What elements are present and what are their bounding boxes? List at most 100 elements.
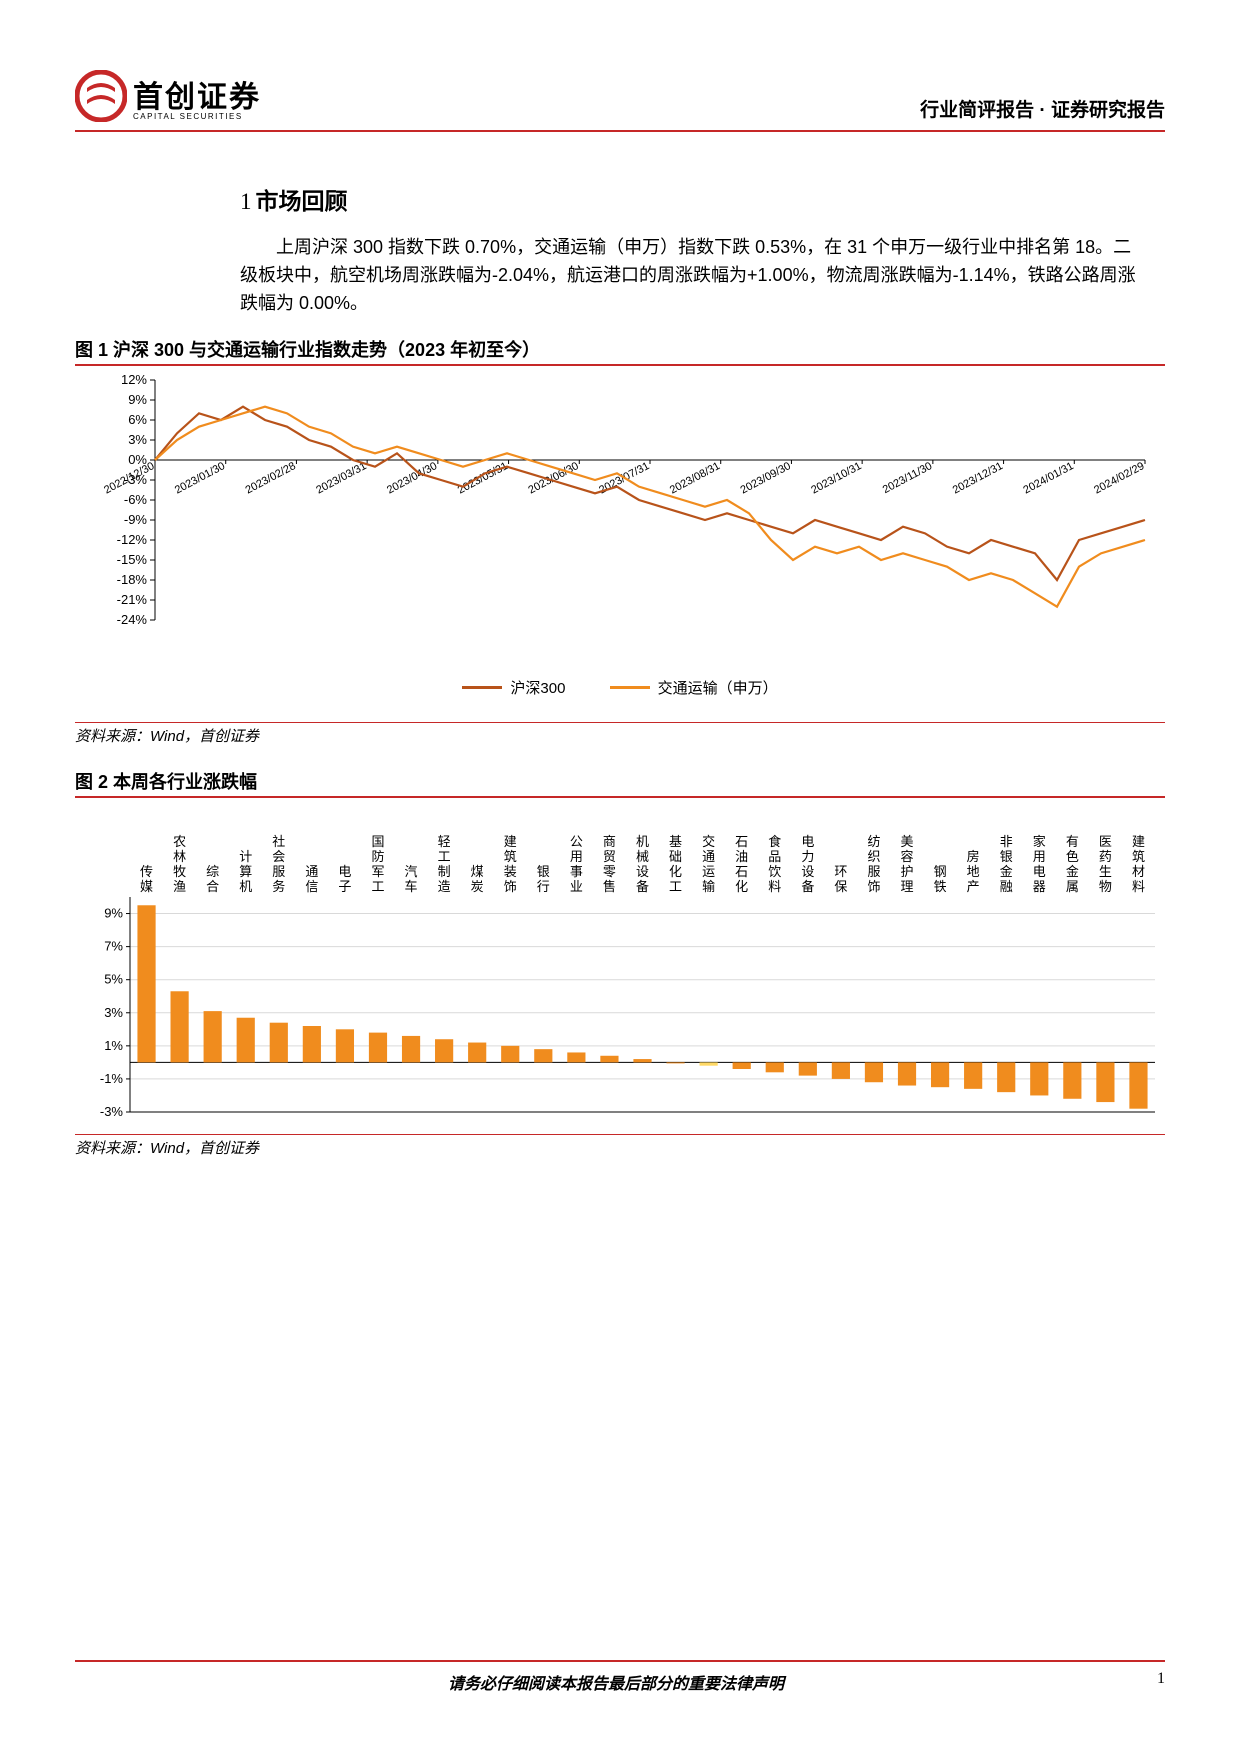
svg-text:2023/09/30: 2023/09/30 — [739, 460, 793, 496]
svg-text:钢: 钢 — [934, 864, 947, 879]
svg-text:非: 非 — [1000, 834, 1013, 849]
svg-text:备: 备 — [801, 879, 814, 894]
svg-text:建: 建 — [1132, 834, 1145, 849]
svg-text:12%: 12% — [121, 372, 147, 387]
svg-text:通: 通 — [305, 864, 318, 879]
svg-text:行: 行 — [537, 879, 550, 894]
fig1-legend-2: 交通运输（申万） — [658, 677, 778, 698]
svg-text:饮: 饮 — [768, 864, 781, 879]
svg-text:器: 器 — [1033, 879, 1046, 894]
svg-text:筑: 筑 — [1132, 849, 1145, 864]
svg-text:医: 医 — [1099, 834, 1112, 849]
svg-text:2023/12/31: 2023/12/31 — [951, 460, 1005, 496]
svg-text:物: 物 — [1099, 879, 1112, 894]
section-title: 1市场回顾 — [240, 182, 1165, 216]
svg-text:6%: 6% — [128, 412, 147, 427]
svg-text:-15%: -15% — [117, 552, 148, 567]
svg-text:车: 车 — [405, 879, 418, 894]
svg-text:基: 基 — [669, 834, 682, 849]
svg-text:务: 务 — [272, 879, 285, 894]
svg-text:农: 农 — [173, 834, 186, 849]
svg-text:油: 油 — [735, 849, 748, 864]
svg-text:1%: 1% — [104, 1038, 123, 1053]
svg-text:2023/02/28: 2023/02/28 — [244, 460, 298, 496]
svg-text:金: 金 — [1066, 864, 1079, 879]
svg-text:渔: 渔 — [173, 879, 186, 894]
svg-text:设: 设 — [636, 864, 649, 879]
svg-text:零: 零 — [603, 864, 616, 879]
svg-text:化: 化 — [669, 864, 682, 879]
svg-text:事: 事 — [570, 864, 583, 879]
svg-text:2023/08/31: 2023/08/31 — [668, 460, 722, 496]
svg-text:有: 有 — [1066, 834, 1079, 849]
svg-text:铁: 铁 — [934, 879, 947, 894]
svg-text:媒: 媒 — [140, 879, 153, 894]
footer-disclaimer: 请务必仔细阅读本报告最后部分的重要法律声明 — [448, 1670, 784, 1694]
svg-text:织: 织 — [867, 849, 880, 864]
svg-text:银: 银 — [1000, 849, 1013, 864]
svg-text:银: 银 — [537, 864, 550, 879]
fig1-chart: 12%9%6%3%0%-3%-6%-9%-12%-15%-18%-21%-24%… — [75, 370, 1165, 720]
svg-text:合: 合 — [206, 879, 219, 894]
svg-text:国: 国 — [371, 834, 384, 849]
svg-text:9%: 9% — [128, 392, 147, 407]
section-title-text: 市场回顾 — [256, 188, 348, 214]
svg-text:商: 商 — [603, 834, 616, 849]
svg-text:2023/10/31: 2023/10/31 — [809, 460, 863, 496]
svg-text:料: 料 — [1132, 879, 1145, 894]
svg-text:地: 地 — [967, 864, 980, 879]
svg-text:品: 品 — [768, 849, 781, 864]
svg-text:建: 建 — [504, 834, 517, 849]
svg-text:会: 会 — [272, 849, 285, 864]
fig2-bottom-rule — [75, 1134, 1165, 1135]
svg-text:2023/04/30: 2023/04/30 — [385, 460, 439, 496]
svg-text:筑: 筑 — [504, 849, 517, 864]
svg-text:炭: 炭 — [471, 879, 484, 894]
fig1-legend-1: 沪深300 — [510, 677, 565, 698]
svg-text:力: 力 — [801, 849, 814, 864]
svg-text:服: 服 — [272, 864, 285, 879]
svg-text:材: 材 — [1132, 864, 1145, 879]
svg-text:运: 运 — [702, 864, 715, 879]
svg-text:信: 信 — [305, 879, 318, 894]
svg-text:食: 食 — [768, 834, 781, 849]
svg-text:用: 用 — [1033, 849, 1046, 864]
svg-text:机: 机 — [636, 834, 649, 849]
svg-text:饰: 饰 — [867, 879, 880, 894]
svg-text:环: 环 — [834, 864, 847, 879]
logo-text-cn: 首创证券 — [133, 72, 261, 116]
svg-text:公: 公 — [570, 834, 583, 849]
svg-text:-3%: -3% — [100, 1104, 124, 1119]
svg-text:计: 计 — [239, 849, 252, 864]
fig2-chart: 9%7%5%3%1%-1%-3%传媒农林牧渔综合计算机社会服务通信电子国防军工汽… — [75, 802, 1165, 1132]
svg-text:药: 药 — [1099, 849, 1112, 864]
svg-text:通: 通 — [702, 849, 715, 864]
svg-text:7%: 7% — [104, 938, 123, 953]
logo-icon — [75, 70, 127, 122]
svg-text:牧: 牧 — [173, 864, 186, 879]
svg-text:石: 石 — [735, 834, 748, 849]
footer-page-number: 1 — [1157, 1670, 1165, 1694]
svg-text:防: 防 — [371, 849, 384, 864]
svg-text:制: 制 — [438, 864, 451, 879]
svg-text:算: 算 — [239, 864, 252, 879]
svg-text:备: 备 — [636, 879, 649, 894]
svg-text:业: 业 — [570, 879, 583, 894]
svg-text:电: 电 — [1033, 864, 1046, 879]
svg-text:林: 林 — [173, 849, 186, 864]
svg-text:机: 机 — [239, 879, 252, 894]
svg-text:输: 输 — [702, 879, 715, 894]
svg-text:3%: 3% — [104, 1004, 123, 1019]
svg-text:用: 用 — [570, 849, 583, 864]
svg-text:社: 社 — [272, 834, 285, 849]
svg-text:2023/01/30: 2023/01/30 — [173, 460, 227, 496]
svg-text:产: 产 — [967, 879, 980, 894]
svg-text:服: 服 — [867, 864, 880, 879]
svg-text:械: 械 — [636, 849, 649, 864]
svg-text:3%: 3% — [128, 432, 147, 447]
svg-text:传: 传 — [140, 864, 153, 879]
svg-text:-18%: -18% — [117, 572, 148, 587]
section-paragraph: 上周沪深 300 指数下跌 0.70%，交通运输（申万）指数下跌 0.53%，在… — [240, 234, 1145, 318]
svg-text:护: 护 — [901, 864, 914, 879]
page-header: 首创证券 CAPITAL SECURITIES 行业简评报告 · 证券研究报告 — [75, 70, 1165, 122]
